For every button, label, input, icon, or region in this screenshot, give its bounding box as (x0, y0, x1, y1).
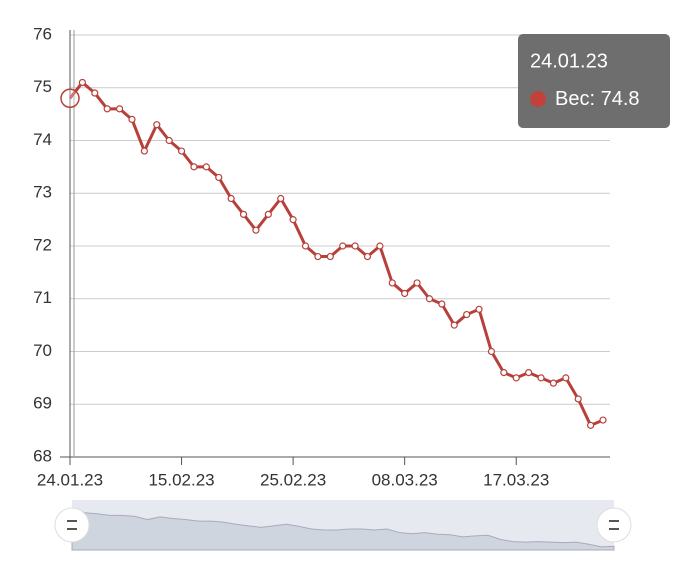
point (438, 300, 446, 308)
point (413, 279, 421, 287)
point (487, 347, 496, 356)
y-tick-label: 73 (33, 183, 52, 202)
point (140, 147, 148, 155)
tooltip-box (518, 34, 670, 128)
y-tick-label: 75 (33, 77, 52, 96)
point (301, 242, 310, 250)
point (289, 216, 297, 224)
point (314, 252, 322, 261)
point (512, 374, 520, 382)
navigator-handle[interactable] (54, 507, 90, 543)
tooltip-number: 74.8 (601, 88, 640, 110)
point (227, 194, 235, 203)
point (215, 173, 223, 182)
point (326, 252, 334, 261)
point (190, 163, 198, 171)
point (500, 369, 508, 377)
point (376, 242, 384, 250)
handle-grip (609, 520, 619, 530)
point (463, 310, 471, 319)
point (363, 252, 372, 261)
point (78, 78, 86, 87)
x-tick-label: 25.02.23 (260, 470, 326, 489)
point (525, 369, 533, 377)
point (177, 147, 186, 155)
point (401, 289, 409, 298)
point (103, 105, 111, 113)
line (68, 80, 604, 427)
point (562, 374, 570, 382)
point (537, 374, 545, 382)
point (264, 210, 272, 218)
point (128, 115, 136, 124)
point (599, 416, 607, 424)
point (115, 105, 124, 113)
point (252, 226, 260, 234)
tooltip-series: Вес (555, 88, 589, 110)
point (60, 88, 80, 109)
point (450, 321, 458, 329)
point (425, 295, 434, 303)
point (277, 194, 285, 203)
point (202, 163, 210, 171)
x-tick-label: 17.03.23 (483, 470, 549, 489)
point (574, 395, 582, 403)
navigator-handle[interactable] (596, 507, 632, 543)
point (549, 379, 558, 387)
navigator-area (71, 512, 615, 551)
point (165, 136, 173, 145)
point (475, 305, 483, 313)
point (351, 242, 359, 250)
point (388, 279, 396, 287)
x-tick-label: 15.02.23 (148, 470, 214, 489)
tooltip-sep: : (589, 88, 600, 110)
handle-grip (67, 520, 77, 530)
y-tick-label: 71 (33, 288, 52, 307)
point (91, 89, 99, 97)
point (587, 421, 595, 429)
point (239, 210, 248, 218)
y-tick-label: 68 (33, 446, 52, 465)
tooltip-date: 24.01.23 (530, 50, 608, 72)
y-tick-label: 76 (33, 24, 52, 43)
tooltip-dot (530, 91, 546, 107)
y-tick-label: 70 (33, 341, 52, 360)
y-tick-label: 69 (33, 394, 52, 413)
x-tick-label: 24.01.23 (37, 470, 103, 489)
point (153, 121, 161, 129)
y-tick-label: 72 (33, 235, 52, 254)
y-tick-label: 74 (33, 130, 52, 149)
x-tick-label: 08.03.23 (372, 470, 438, 489)
point (339, 242, 347, 250)
tooltip-value: Вес: 74.8 (555, 88, 640, 110)
tooltip: 24.01.23 Вес: 74.8 (518, 34, 670, 128)
